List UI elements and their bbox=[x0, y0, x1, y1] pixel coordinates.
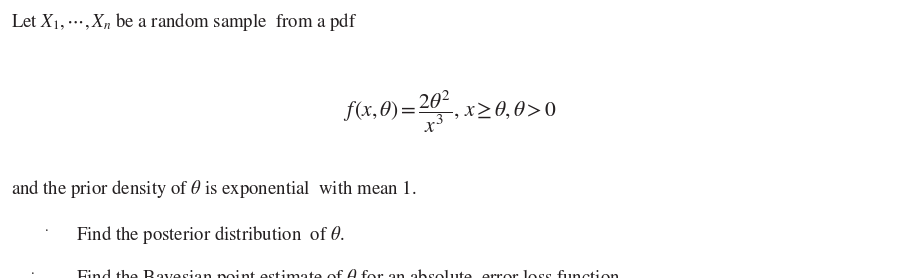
Text: ·: · bbox=[45, 224, 49, 237]
Text: Let $X_1,\cdots,X_n$ be a random sample  from a pdf: Let $X_1,\cdots,X_n$ be a random sample … bbox=[11, 11, 357, 33]
Text: Find the Bayesian point estimate of $\theta$ for an absolute  error loss functio: Find the Bayesian point estimate of $\th… bbox=[76, 267, 625, 278]
Text: and the prior density of $\theta$ is exponential  with mean 1.: and the prior density of $\theta$ is exp… bbox=[11, 178, 416, 200]
Text: $f\,(x,\theta)=\dfrac{2\theta^2}{x^3},\,x\geq\theta,\theta>0$: $f\,(x,\theta)=\dfrac{2\theta^2}{x^3},\,… bbox=[343, 88, 556, 135]
Text: ·: · bbox=[31, 267, 35, 278]
Text: Find the posterior distribution  of $\theta$.: Find the posterior distribution of $\the… bbox=[76, 224, 345, 246]
